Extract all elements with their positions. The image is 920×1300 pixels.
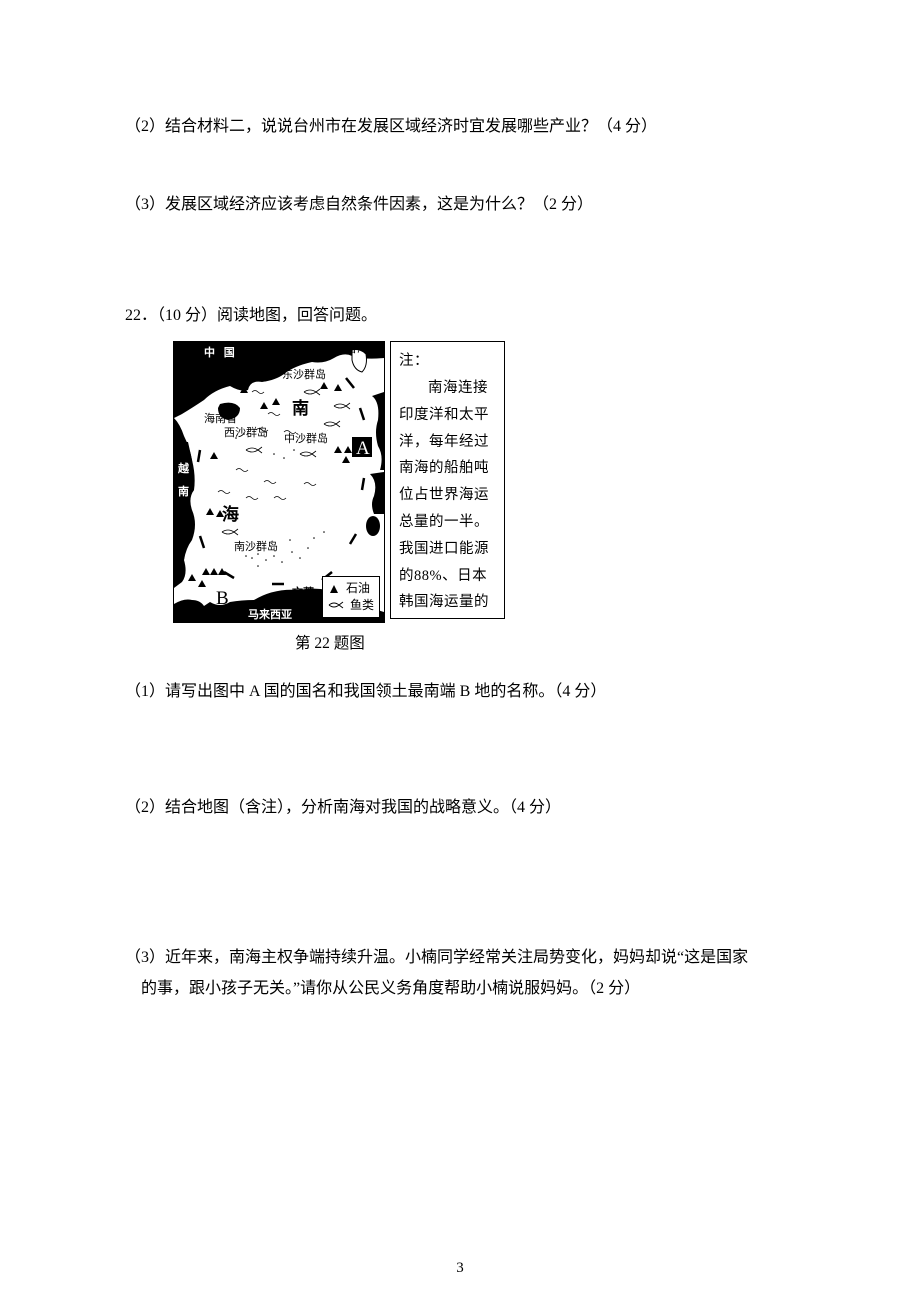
legend-oil: 石油 xyxy=(346,581,370,597)
q22-sub3-l1: （3）近年来，南海主权争端持续升温。小楠同学经常关注局势变化，妈妈却说“这是国家 xyxy=(125,943,795,973)
legend-fish: 鱼类 xyxy=(350,598,374,614)
label-zhongsha: 中沙群岛 xyxy=(284,431,328,445)
map-legend: 石油 鱼类 xyxy=(322,576,380,618)
q22-sub3-l2: 的事，跟小孩子无关。”请你从公民义务角度帮助小楠说服妈妈。（2 分） xyxy=(125,974,795,1004)
label-malaysia: 马来西亚 xyxy=(248,607,292,621)
label-A: A xyxy=(356,438,370,459)
exam-page: （2）结合材料二，说说台州市在发展区域经济时宜发展哪些产业？（4 分） （3）发… xyxy=(0,0,920,1300)
note-head: 注： xyxy=(399,348,496,375)
q22-figure: 中 国 台湾省 海南省 越 南 文莱 马来西亚 xyxy=(173,341,795,623)
label-china: 中 国 xyxy=(204,345,238,359)
label-hainan: 海南省 xyxy=(204,411,237,425)
oil-icon xyxy=(328,584,340,594)
label-hai: 海 xyxy=(222,504,239,524)
label-taiwan: 台湾省 xyxy=(346,342,379,355)
label-vietnam2: 南 xyxy=(178,484,189,498)
label-wenlai: 文莱 xyxy=(292,585,314,599)
q22-sub2: （2）结合地图（含注），分析南海对我国的战略意义。（4 分） xyxy=(125,793,795,823)
south-china-sea-map: 中 国 台湾省 海南省 越 南 文莱 马来西亚 xyxy=(173,341,385,623)
label-nansha: 南沙群岛 xyxy=(234,539,278,553)
fish-markers xyxy=(222,389,350,535)
q21-sub2: （2）结合材料二，说说台州市在发展区域经济时宜发展哪些产业？（4 分） xyxy=(125,112,795,142)
map-note: 注： 南海连接印度洋和太平洋，每年经过南海的船舶吨位占世界海运总量的一半。我国进… xyxy=(390,341,505,619)
q21-sub3: （3）发展区域经济应该考虑自然条件因素，这是为什么？（2 分） xyxy=(125,190,795,220)
fish-icon xyxy=(328,600,344,610)
label-xisha: 西沙群岛 xyxy=(224,425,268,439)
label-vietnam1: 越 xyxy=(177,461,190,475)
label-B: B xyxy=(216,588,229,609)
note-body: 南海连接印度洋和太平洋，每年经过南海的船舶吨位占世界海运总量的一半。我国进口能源… xyxy=(399,375,496,619)
q22-caption: 第 22 题图 xyxy=(295,629,795,658)
q22-heading: 22．（10 分）阅读地图，回答问题。 xyxy=(125,301,795,331)
q22-sub1: （1）请写出图中 A 国的国名和我国领土最南端 B 地的名称。（4 分） xyxy=(125,677,795,707)
page-number: 3 xyxy=(0,1254,920,1283)
label-nan: 南 xyxy=(292,398,309,418)
label-dongsha: 东沙群岛 xyxy=(282,367,326,381)
